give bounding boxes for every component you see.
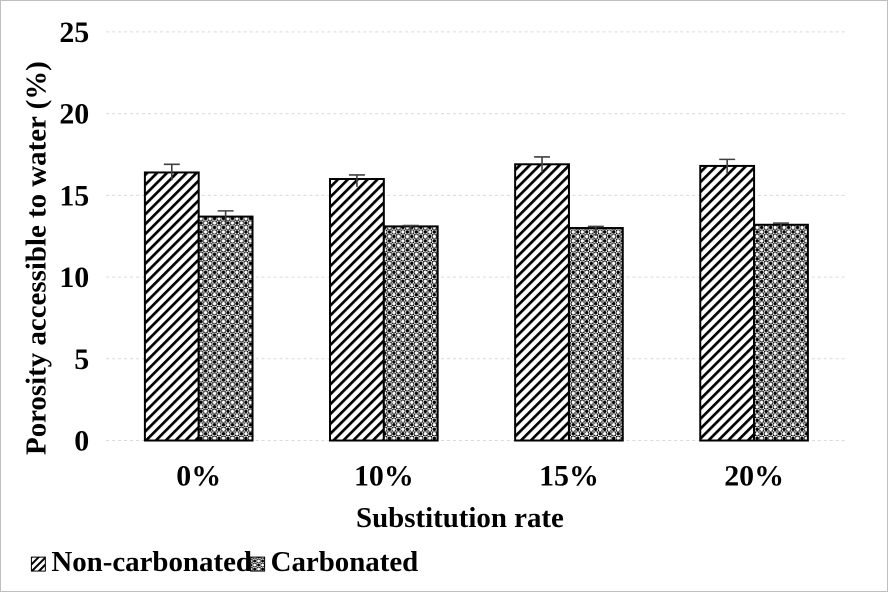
legend: Non-carbonated Carbonated [30, 546, 419, 578]
x-tick-label-10%: 10% [354, 459, 414, 492]
bar-non-carbonated-15% [514, 163, 570, 442]
y-tick-label-20: 20 [59, 98, 89, 131]
y-tick-label-10: 10 [59, 261, 89, 294]
legend-label-non-carbonated: Non-carbonated [51, 546, 252, 578]
bar-series [143, 156, 809, 442]
bar-carbonated-20% [753, 223, 809, 442]
axes-text: 0 5 10 15 20 25 0% 10% 15% 20% Substitution rate Po… [20, 16, 784, 534]
y-tick-label-0: 0 [74, 424, 89, 457]
legend-swatch-diagonal-hatch-icon [30, 556, 46, 572]
x-tick-label-20%: 20% [724, 459, 784, 492]
y-tick-label-5: 5 [74, 343, 89, 376]
legend-label-carbonated: Carbonated [271, 546, 419, 578]
bar-carbonated-15% [567, 227, 624, 442]
bar-non-carbonated-0% [143, 171, 200, 442]
bar-carbonated-10% [382, 225, 439, 442]
bar-non-carbonated-10% [329, 178, 385, 442]
x-tick-label-15%: 15% [539, 459, 599, 492]
y-axis-title: Porosity accessible to water (%) [20, 61, 52, 455]
bar-carbonated-0% [197, 215, 254, 442]
x-tick-label-0%: 0% [176, 459, 221, 492]
legend-swatch-checkerboard-spheres-icon [250, 556, 266, 572]
bar-non-carbonated-20% [699, 164, 756, 442]
x-axis-title: Substitution rate [356, 502, 564, 534]
y-tick-label-15: 15 [59, 179, 89, 212]
y-tick-label-25: 25 [59, 16, 89, 49]
